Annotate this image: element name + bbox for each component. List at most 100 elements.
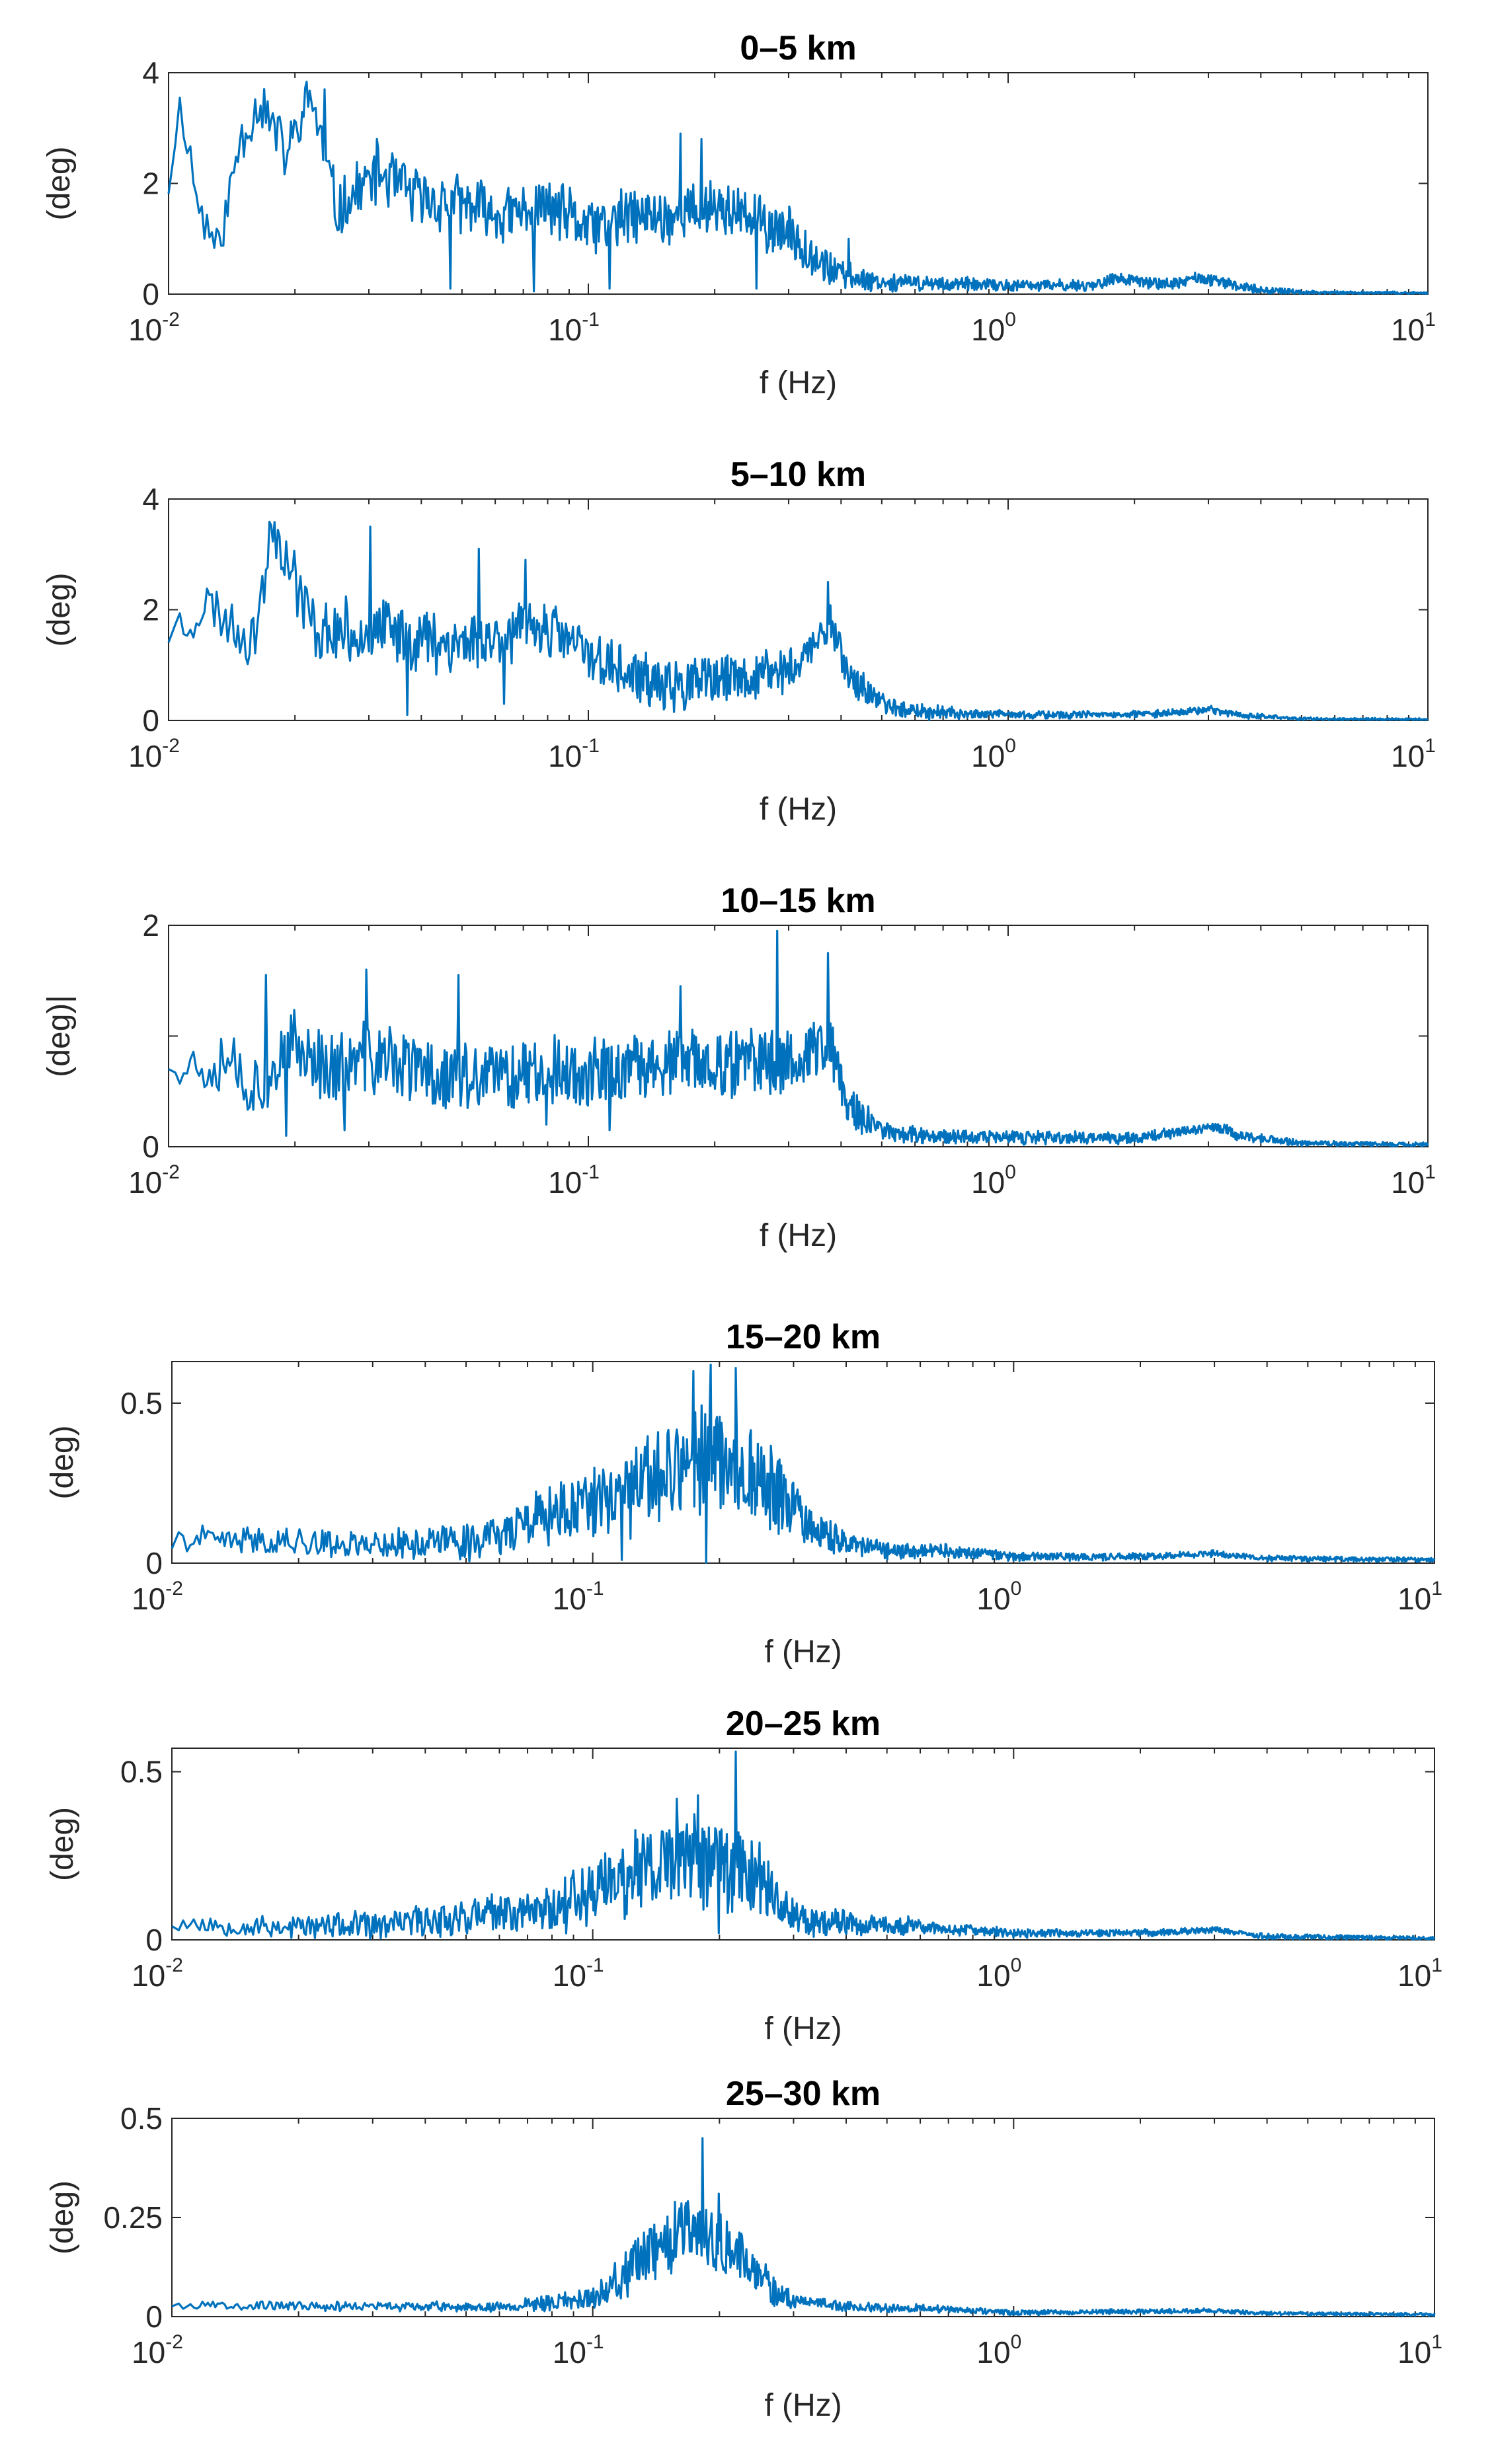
plot-frame [168,925,1429,1147]
x-tick-base: 10 [976,1582,1010,1616]
x-tick-label: 10-1 [548,309,600,347]
x-tick-base: 10 [1391,739,1425,773]
x-tick-exponent: 0 [1005,309,1016,330]
x-tick-exponent: -2 [165,2331,183,2353]
x-tick-exponent: 0 [1011,1578,1022,1599]
x-tick-label: 100 [971,735,1016,773]
y-tick-label: 4 [142,482,159,516]
x-axis-label: f (Hz) [760,1218,837,1253]
x-tick-label: 10-1 [553,1578,604,1616]
x-tick-exponent: -1 [586,2331,604,2353]
x-tick-exponent: 1 [1425,735,1436,757]
x-tick-base: 10 [132,1958,165,1993]
y-tick-label: 0 [142,703,159,738]
y-axis-label: (deg) [45,1425,80,1499]
x-tick-label: 10-2 [128,1161,180,1200]
y-tick-label: 0.5 [120,1755,163,1789]
panel-4: 15–20 km(deg)f (Hz)00.510-2 10-1 100 101 [45,1318,1442,1670]
x-tick-exponent: -1 [582,735,600,757]
series-line [171,2137,1436,2317]
panel-title: 20–25 km [726,1705,881,1743]
y-tick-label: 0 [145,1923,163,1957]
x-tick-base: 10 [548,1165,582,1200]
x-tick-base: 10 [976,2335,1010,2369]
x-tick-label: 10-2 [128,735,180,773]
x-tick-base: 10 [971,313,1005,347]
series-line [171,1364,1436,1564]
y-tick-label: 0.5 [120,1386,163,1420]
x-tick-exponent: 0 [1005,735,1016,757]
y-tick-label: 0 [145,1546,163,1580]
x-tick-exponent: 1 [1431,2331,1442,2353]
panel-6: 25–30 km(deg)f (Hz)00.250.510-2 10-1 100 10… [45,2075,1442,2423]
x-tick-exponent: 1 [1425,1161,1436,1183]
x-tick-label: 10-1 [548,1161,600,1200]
x-tick-base: 10 [553,2335,586,2369]
x-tick-base: 10 [976,1958,1010,1993]
x-tick-label: 100 [976,1578,1021,1616]
x-tick-base: 10 [128,739,162,773]
x-axis-label: f (Hz) [764,2011,842,2046]
x-tick-label: 10-2 [128,309,180,347]
x-tick-exponent: 0 [1005,1161,1016,1183]
y-tick-label: 4 [142,56,159,90]
x-tick-label: 101 [1391,735,1436,773]
panel-5: 20–25 km(deg)f (Hz)00.510-2 10-1 100 101 [45,1705,1442,2046]
panel-title: 10–15 km [721,882,875,920]
y-axis-label: (deg) [42,146,77,220]
series-line [167,81,1429,295]
x-tick-base: 10 [548,739,582,773]
x-tick-label: 10-2 [132,1578,183,1616]
x-axis-label: f (Hz) [764,1635,842,1670]
series-line [167,520,1429,721]
x-tick-exponent: -2 [165,1578,183,1599]
x-tick-label: 10-1 [548,735,600,773]
x-tick-exponent: -2 [162,309,180,330]
y-axis-label: (deg)| [42,995,77,1077]
x-tick-exponent: -2 [165,1954,183,1976]
panel-title: 15–20 km [726,1318,881,1356]
x-tick-base: 10 [128,1165,162,1200]
y-tick-label: 0.5 [120,2101,163,2136]
x-tick-exponent: 0 [1011,1954,1022,1976]
y-axis-label: (deg) [45,2180,80,2254]
series-line [168,929,1429,1147]
y-tick-label: 2 [142,167,159,201]
x-tick-label: 100 [971,309,1016,347]
x-tick-base: 10 [128,313,162,347]
x-tick-base: 10 [1397,2335,1431,2369]
y-tick-label: 2 [142,908,159,943]
x-tick-label: 10-1 [553,2331,604,2369]
x-tick-label: 101 [1397,1578,1442,1616]
y-tick-label: 0 [142,277,159,311]
panel-title: 25–30 km [726,2075,881,2113]
y-axis-label: (deg) [45,1807,80,1881]
x-tick-label: 10-1 [553,1954,604,1993]
x-tick-label: 100 [976,2331,1021,2369]
x-tick-exponent: -1 [582,309,600,330]
y-tick-label: 2 [142,593,159,627]
x-tick-exponent: 1 [1431,1954,1442,1976]
x-tick-base: 10 [1391,1165,1425,1200]
x-tick-label: 101 [1397,1954,1442,1993]
x-tick-base: 10 [971,1165,1005,1200]
x-tick-base: 10 [548,313,582,347]
plot-frame [171,2118,1435,2317]
x-axis-label: f (Hz) [764,2388,842,2423]
x-tick-base: 10 [971,739,1005,773]
panel-title: 0–5 km [740,29,856,67]
x-tick-base: 10 [132,1582,165,1616]
panel-title: 5–10 km [730,455,866,494]
x-tick-exponent: -2 [162,1161,180,1183]
x-tick-label: 10-2 [132,2331,183,2369]
x-axis-label: f (Hz) [760,792,837,827]
plot-frame [168,498,1429,721]
x-tick-exponent: 0 [1011,2331,1022,2353]
x-tick-base: 10 [132,2335,165,2369]
y-tick-label: 0 [145,2299,163,2334]
x-tick-label: 100 [976,1954,1021,1993]
y-axis-label: (deg) [42,572,77,646]
x-tick-base: 10 [1397,1958,1431,1993]
